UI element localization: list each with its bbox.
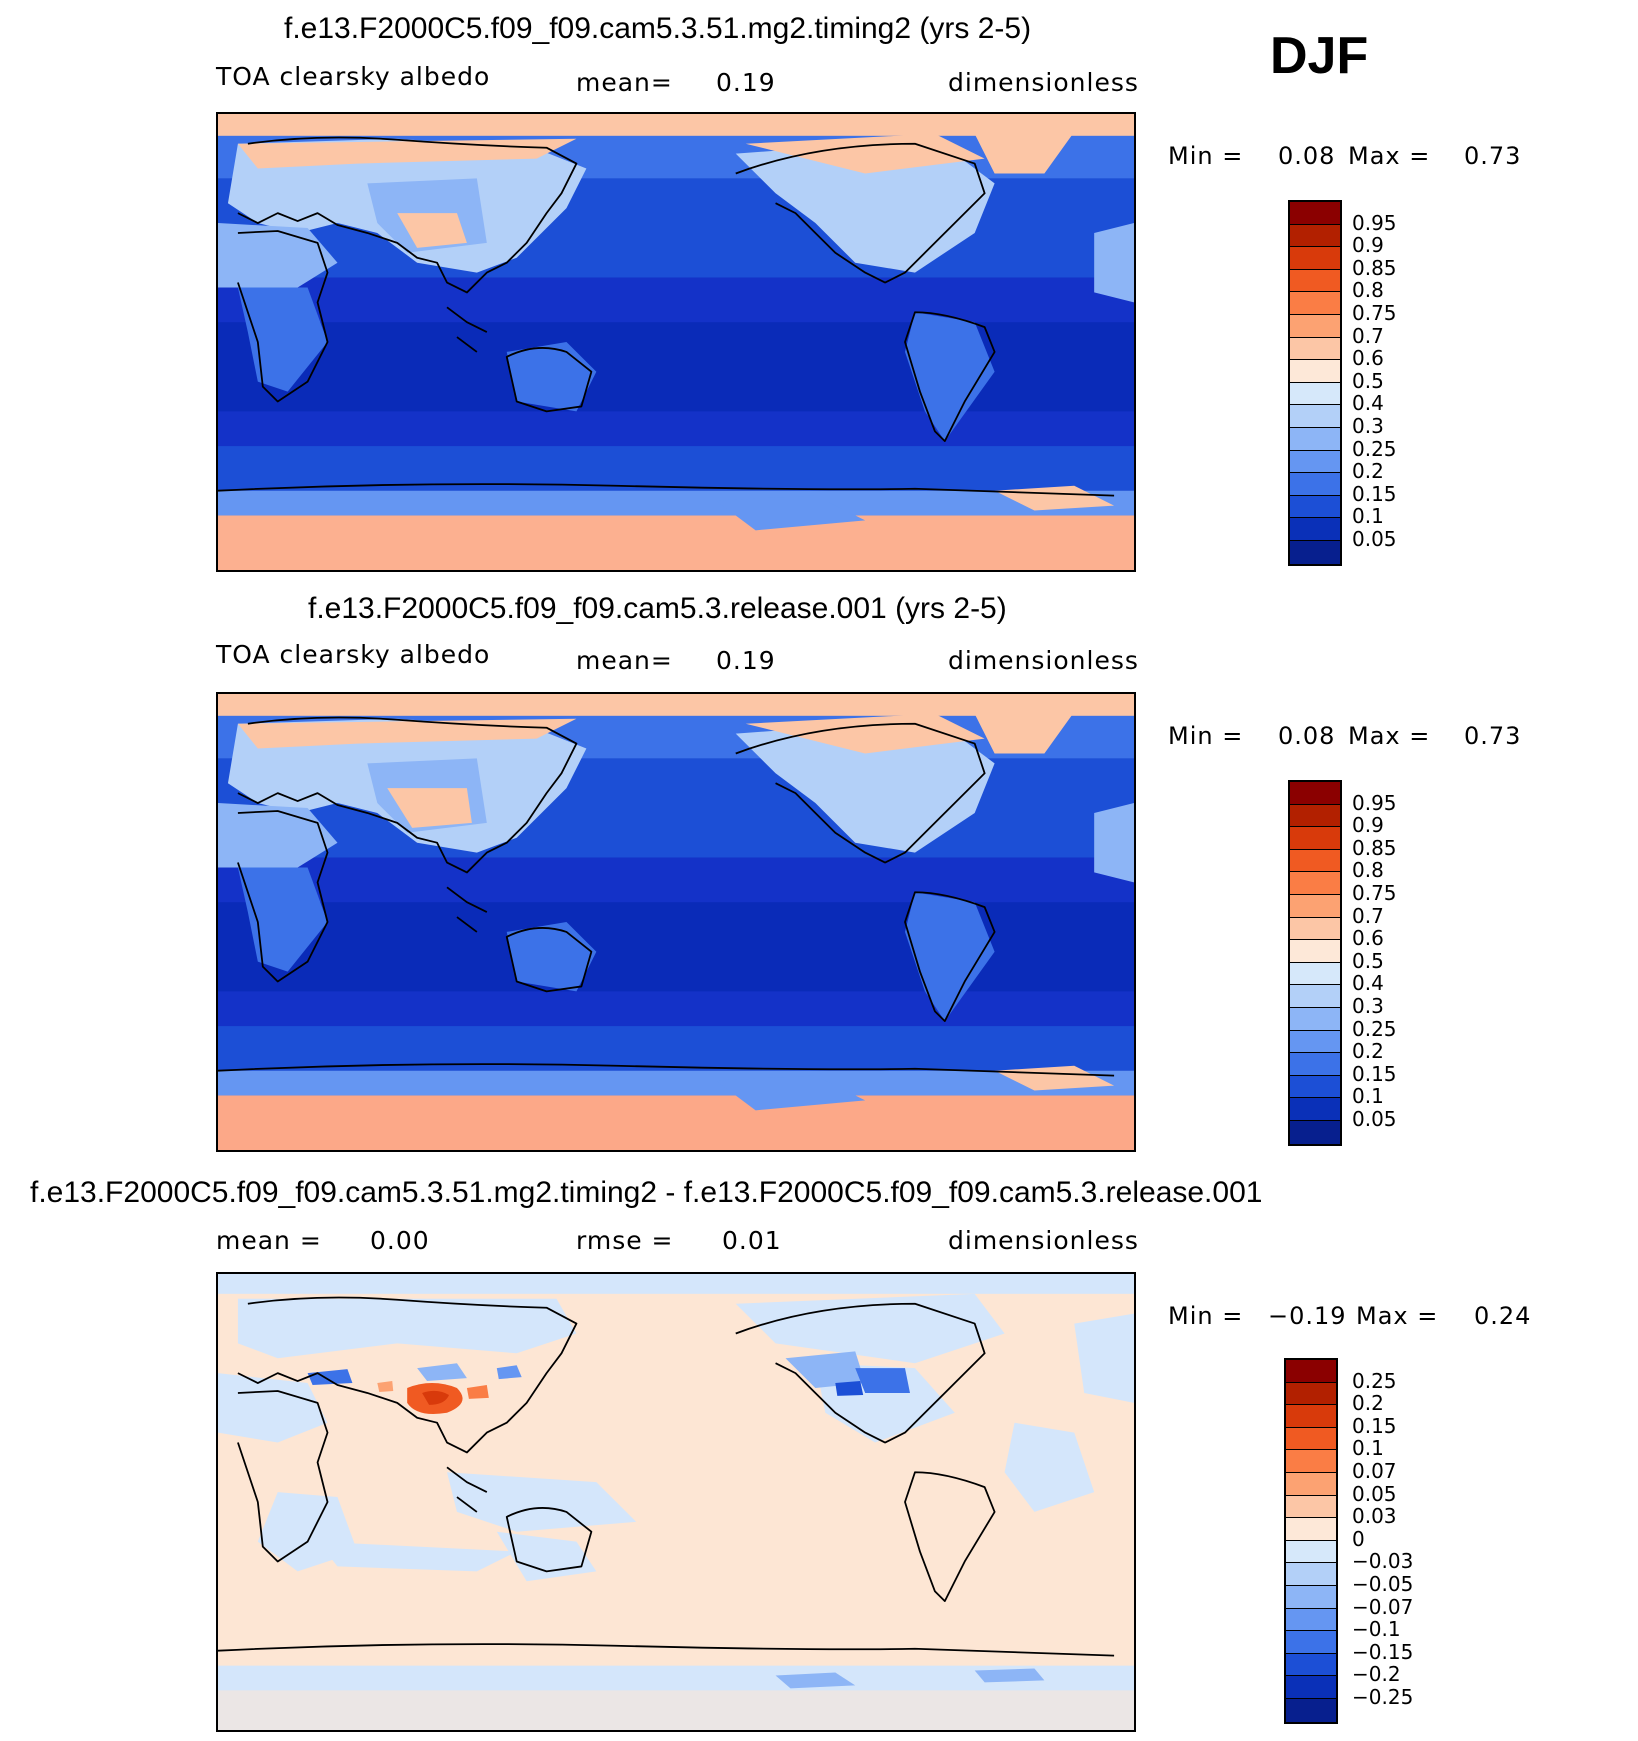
colorbar-tick-label: 0.1 xyxy=(1352,1436,1384,1461)
colorbar-tick-label: 0.07 xyxy=(1352,1459,1397,1483)
colorbar-tick-label: 0.03 xyxy=(1352,1504,1397,1529)
colorbar-tick-label: 0.3 xyxy=(1352,994,1384,1018)
panel2-colorbar xyxy=(1288,780,1342,1146)
colorbar-tick-label: 0.4 xyxy=(1352,971,1384,996)
colorbar-tick-label: 0.5 xyxy=(1352,368,1384,393)
panel2-min-label: Min = xyxy=(1168,722,1244,750)
colorbar-tick-label: 0.05 xyxy=(1352,527,1397,551)
panel2-max-value: 0.73 xyxy=(1464,722,1522,750)
colorbar-tick-label: 0.2 xyxy=(1352,1039,1384,1064)
panel2-variable: TOA clearsky albedo xyxy=(216,640,491,669)
colorbar-tick-label: 0.9 xyxy=(1352,233,1384,258)
colorbar-tick-label: 0.75 xyxy=(1352,881,1397,905)
panel3-colorbar xyxy=(1284,1358,1338,1724)
panel2-map xyxy=(216,692,1136,1152)
colorbar-tick-label: 0.15 xyxy=(1352,1061,1397,1086)
panel3-mean-value: 0.00 xyxy=(370,1226,430,1255)
colorbar-tick-label: 0.6 xyxy=(1352,926,1384,951)
panel2-max-label: Max = xyxy=(1348,722,1431,750)
colorbar-tick-label: 0.95 xyxy=(1352,210,1397,235)
colorbar-tick-label: 0.6 xyxy=(1352,346,1384,371)
colorbar-tick-label: 0.25 xyxy=(1352,1368,1397,1393)
colorbar-tick-label: 0.2 xyxy=(1352,1391,1384,1416)
panel2-mean-value: 0.19 xyxy=(716,646,776,675)
colorbar-tick-label: 0.25 xyxy=(1352,436,1397,461)
colorbar-tick-label: 0.05 xyxy=(1352,1107,1397,1131)
colorbar-tick-label: 0 xyxy=(1352,1526,1365,1551)
season-label: DJF xyxy=(1270,27,1369,85)
panel1-mean-value: 0.19 xyxy=(716,68,776,97)
panel2-min-value: 0.08 xyxy=(1278,722,1336,750)
panel1-colorbar xyxy=(1288,200,1342,566)
panel1-units: dimensionless xyxy=(948,68,1139,97)
panel3-min-value: −0.19 xyxy=(1268,1302,1347,1330)
colorbar-tick-label: 0.15 xyxy=(1352,481,1397,506)
panel1-mean-label: mean= xyxy=(576,68,673,97)
colorbar-tick-label: 0.8 xyxy=(1352,858,1384,883)
colorbar-tick-label: 0.2 xyxy=(1352,459,1384,484)
panel1-max-label: Max = xyxy=(1348,142,1431,170)
panel2-mean-label: mean= xyxy=(576,646,673,675)
colorbar-tick-label: 0.7 xyxy=(1352,323,1384,348)
colorbar-tick-label: 0.5 xyxy=(1352,948,1384,973)
colorbar-tick-label: 0.9 xyxy=(1352,813,1384,838)
panel1-variable: TOA clearsky albedo xyxy=(216,62,491,91)
colorbar-tick-label: 0.95 xyxy=(1352,790,1397,815)
colorbar-tick-label: 0.7 xyxy=(1352,903,1384,928)
colorbar-tick-label: 0.85 xyxy=(1352,255,1397,280)
colorbar-tick-label: 0.1 xyxy=(1352,504,1384,529)
colorbar-tick-label: −0.03 xyxy=(1352,1549,1414,1574)
panel1-min-value: 0.08 xyxy=(1278,142,1336,170)
colorbar-tick-label: 0.3 xyxy=(1352,414,1384,438)
colorbar-tick-label: 0.8 xyxy=(1352,278,1384,303)
colorbar-tick-label: −0.2 xyxy=(1352,1662,1401,1687)
colorbar-tick-label: 0.1 xyxy=(1352,1084,1384,1109)
panel2-units: dimensionless xyxy=(948,646,1139,675)
panel3-rmse-value: 0.01 xyxy=(722,1226,782,1255)
panel1-map-field xyxy=(218,114,1134,570)
panel1-map xyxy=(216,112,1136,572)
colorbar-tick-label: 0.15 xyxy=(1352,1413,1397,1438)
panel3-units: dimensionless xyxy=(948,1226,1139,1255)
panel3-rmse-label: rmse = xyxy=(576,1226,674,1255)
colorbar-tick-label: 0.4 xyxy=(1352,391,1384,416)
panel3-max-label: Max = xyxy=(1356,1302,1439,1330)
panel1-max-value: 0.73 xyxy=(1464,142,1522,170)
panel1-min-label: Min = xyxy=(1168,142,1244,170)
colorbar-tick-label: 0.25 xyxy=(1352,1016,1397,1041)
colorbar-tick-label: −0.05 xyxy=(1352,1572,1414,1596)
panel3-max-value: 0.24 xyxy=(1474,1302,1532,1330)
panel3-map-field xyxy=(218,1274,1134,1730)
colorbar-tick-label: −0.07 xyxy=(1352,1594,1414,1619)
colorbar-tick-label: −0.1 xyxy=(1352,1617,1401,1642)
panel1-title: f.e13.F2000C5.f09_f09.cam5.3.51.mg2.timi… xyxy=(284,12,1032,45)
panel3-mean-label: mean = xyxy=(216,1226,322,1255)
panel2-title: f.e13.F2000C5.f09_f09.cam5.3.release.001… xyxy=(308,592,1007,625)
panel3-min-label: Min = xyxy=(1168,1302,1244,1330)
panel3-title: f.e13.F2000C5.f09_f09.cam5.3.51.mg2.timi… xyxy=(30,1176,1263,1209)
colorbar-tick-label: 0.85 xyxy=(1352,835,1397,860)
colorbar-tick-label: −0.15 xyxy=(1352,1639,1414,1664)
colorbar-tick-label: 0.05 xyxy=(1352,1481,1397,1506)
colorbar-tick-label: 0.75 xyxy=(1352,301,1397,325)
panel2-map-field xyxy=(218,694,1134,1150)
panel3-map xyxy=(216,1272,1136,1732)
colorbar-tick-label: −0.25 xyxy=(1352,1685,1414,1709)
